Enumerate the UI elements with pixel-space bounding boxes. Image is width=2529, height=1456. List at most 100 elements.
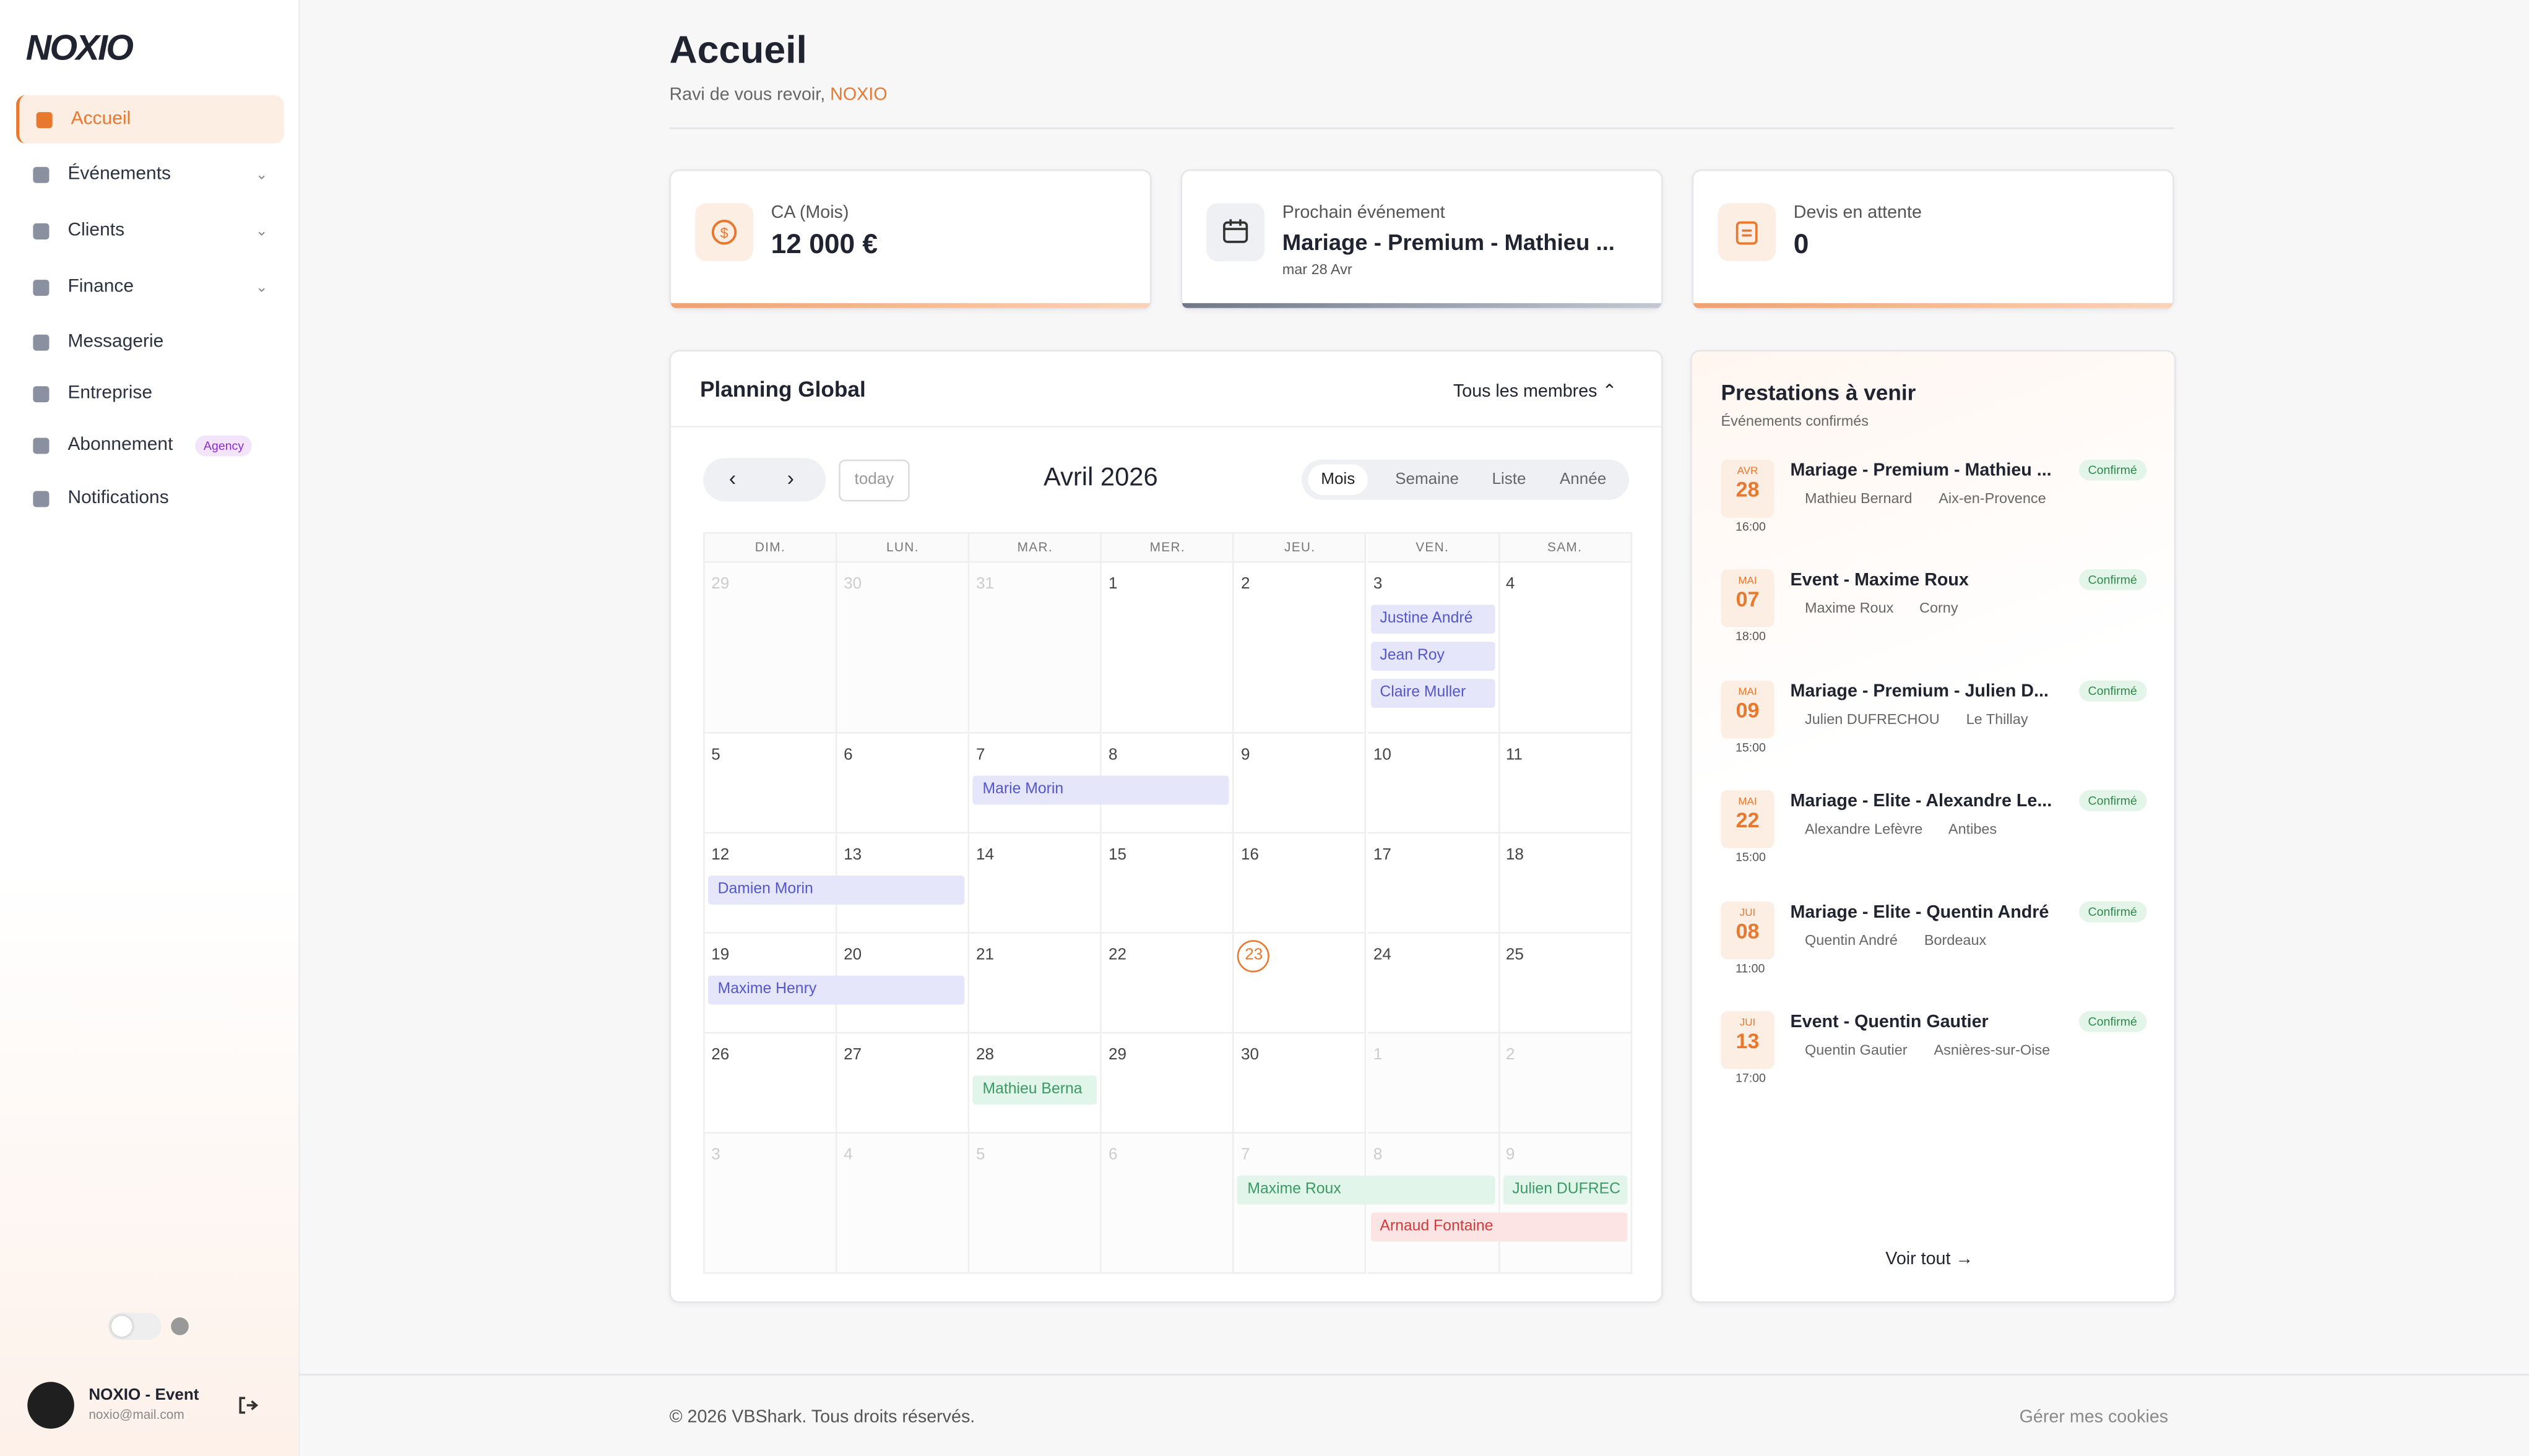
view-tab[interactable]: Semaine: [1395, 470, 1459, 489]
day-number: 7: [976, 746, 985, 765]
day-cell: 17: [1367, 834, 1500, 934]
item-time: 15:00: [1735, 739, 1766, 755]
day-number: 29: [711, 575, 730, 593]
day-cell: 2: [1234, 562, 1367, 734]
view-tab[interactable]: Liste: [1492, 470, 1526, 489]
date-box: AVR 28: [1721, 459, 1775, 518]
calendar-event[interactable]: Damien Morin: [707, 876, 965, 905]
nav-item[interactable]: Notifications: [16, 474, 280, 522]
day-number: 24: [1373, 946, 1391, 965]
nav-item[interactable]: Entreprise: [16, 369, 280, 418]
day-number: 16: [1240, 846, 1259, 864]
date-box: JUI 13: [1721, 1010, 1775, 1069]
nav-item[interactable]: Accueil: [16, 95, 284, 144]
upcoming-item[interactable]: MAI 07 18:00 Event - Maxime Roux Confirmé Max…: [1721, 569, 2147, 666]
calendar-event[interactable]: Maxime Henry: [707, 975, 965, 1005]
day-cell: 5: [969, 1133, 1102, 1274]
nav-item[interactable]: Abonnement Agency: [16, 421, 280, 469]
nav-label: Événements: [67, 164, 171, 184]
nav-item[interactable]: Clients ⌄: [16, 207, 280, 255]
logo[interactable]: NOXIO: [25, 27, 134, 68]
day-number: 30: [1240, 1046, 1259, 1064]
day-cell: 24: [1367, 933, 1500, 1034]
cookies-link[interactable]: Gérer mes cookies: [2019, 1407, 2169, 1428]
calendar-event[interactable]: Julien DUFREC: [1502, 1175, 1627, 1205]
item-location: Corny: [1919, 600, 1958, 617]
upcoming-item[interactable]: AVR 28 16:00 Mariage - Premium - Mathieu ..…: [1721, 459, 2147, 556]
day-number: 21: [976, 946, 995, 965]
calendar-event[interactable]: Mathieu Berna: [972, 1075, 1097, 1105]
upcoming-item[interactable]: JUI 08 11:00 Mariage - Elite - Quentin Andr…: [1721, 900, 2147, 997]
upcoming-item[interactable]: MAI 22 15:00 Mariage - Elite - Alexandre Le…: [1721, 790, 2147, 887]
day-number: 8: [1373, 1146, 1383, 1165]
item-title: Mariage - Elite - Alexandre Le...: [1790, 791, 2052, 812]
nav-label: Notifications: [67, 488, 169, 508]
day-cell: 29: [1102, 1033, 1235, 1134]
day-number: 20: [844, 946, 862, 965]
nav-item[interactable]: Messagerie: [16, 317, 280, 366]
date-box: MAI 07: [1721, 569, 1775, 628]
date-day: 28: [1736, 477, 1760, 502]
stat-label: Prochain événement: [1282, 203, 1445, 223]
chevron: ⌄: [255, 166, 268, 183]
day-number: 7: [1240, 1146, 1250, 1165]
upcoming-item[interactable]: MAI 09 15:00 Mariage - Premium - Julien D..…: [1721, 680, 2147, 777]
item-time: 16:00: [1735, 519, 1766, 534]
month-title: Avril 2026: [1044, 464, 1158, 492]
calendar-event[interactable]: Arnaud Fontaine: [1370, 1212, 1627, 1242]
info-icon[interactable]: [171, 1317, 189, 1335]
day-number: 4: [844, 1146, 853, 1165]
status-badge: Confirmé: [2078, 459, 2147, 481]
member-filter[interactable]: Tous les membres ⌃: [1453, 382, 1617, 402]
weekday: JEU.: [1234, 533, 1367, 563]
day-cell: 30: [837, 562, 970, 734]
day-number: 9: [1240, 746, 1250, 765]
view-tab[interactable]: Année: [1559, 470, 1607, 489]
today-button[interactable]: today: [839, 459, 910, 502]
day-number: 1: [1109, 575, 1118, 593]
item-client: Alexandre Lefèvre: [1805, 821, 1923, 837]
day-number: 28: [976, 1046, 995, 1064]
planning-card: Planning Global Tous les membres ⌃ ‹ › to…: [669, 350, 1663, 1303]
day-cell: 18: [1499, 834, 1632, 934]
nav-item[interactable]: Finance ⌄: [16, 263, 280, 311]
day-number: 5: [976, 1146, 985, 1165]
day-cell: 31: [969, 562, 1102, 734]
date-day: 13: [1736, 1028, 1760, 1053]
day-cell: 22: [1102, 933, 1235, 1034]
stat-sub: mar 28 Avr: [1282, 261, 1352, 278]
day-number: 10: [1373, 746, 1391, 765]
date-month: MAI: [1738, 686, 1757, 698]
item-location: Asnières-sur-Oise: [1934, 1041, 2051, 1058]
calendar-event[interactable]: Claire Muller: [1370, 679, 1495, 708]
day-cell: 11: [1499, 733, 1632, 834]
calendar-event[interactable]: Justine André: [1370, 605, 1495, 634]
view-switch: Mois Semaine Liste Année: [1301, 459, 1629, 500]
sidebar: NOXIO Accueil Événements ⌄ Clients ⌄ Finance ⌄…: [0, 0, 300, 1456]
date-month: JUI: [1739, 907, 1756, 919]
day-number: 2: [1240, 575, 1250, 593]
view-tab[interactable]: Mois: [1308, 464, 1368, 496]
day-cell: 2: [1499, 1033, 1632, 1134]
item-location: Antibes: [1948, 821, 1997, 837]
nav-item[interactable]: Événements ⌄: [16, 150, 280, 198]
item-location: Aix-en-Provence: [1939, 490, 2046, 507]
theme-toggle[interactable]: [108, 1312, 162, 1340]
status-badge: Confirmé: [2078, 680, 2147, 702]
upcoming-title: Prestations à venir: [1721, 380, 1916, 405]
nav-arrows[interactable]: ‹ ›: [703, 458, 826, 502]
greeting-user: NOXIO: [830, 85, 888, 105]
day-number: 12: [711, 846, 730, 864]
stat-label: Devis en attente: [1793, 203, 1922, 223]
item-title: Mariage - Premium - Julien D...: [1790, 681, 2049, 702]
day-number: 19: [711, 946, 730, 965]
calendar-event[interactable]: Marie Morin: [972, 775, 1230, 805]
see-all[interactable]: Voir tout →: [1885, 1249, 1974, 1269]
calendar-event[interactable]: Maxime Roux: [1237, 1175, 1495, 1205]
stat-value: Mariage - Premium - Mathieu ...: [1282, 229, 1615, 255]
logout[interactable]: [237, 1395, 258, 1416]
calendar-event[interactable]: Jean Roy: [1370, 642, 1495, 671]
upcoming-item[interactable]: JUI 13 17:00 Event - Quentin Gautier Confirm…: [1721, 1010, 2147, 1108]
stat-value: 12 000 €: [771, 229, 878, 260]
